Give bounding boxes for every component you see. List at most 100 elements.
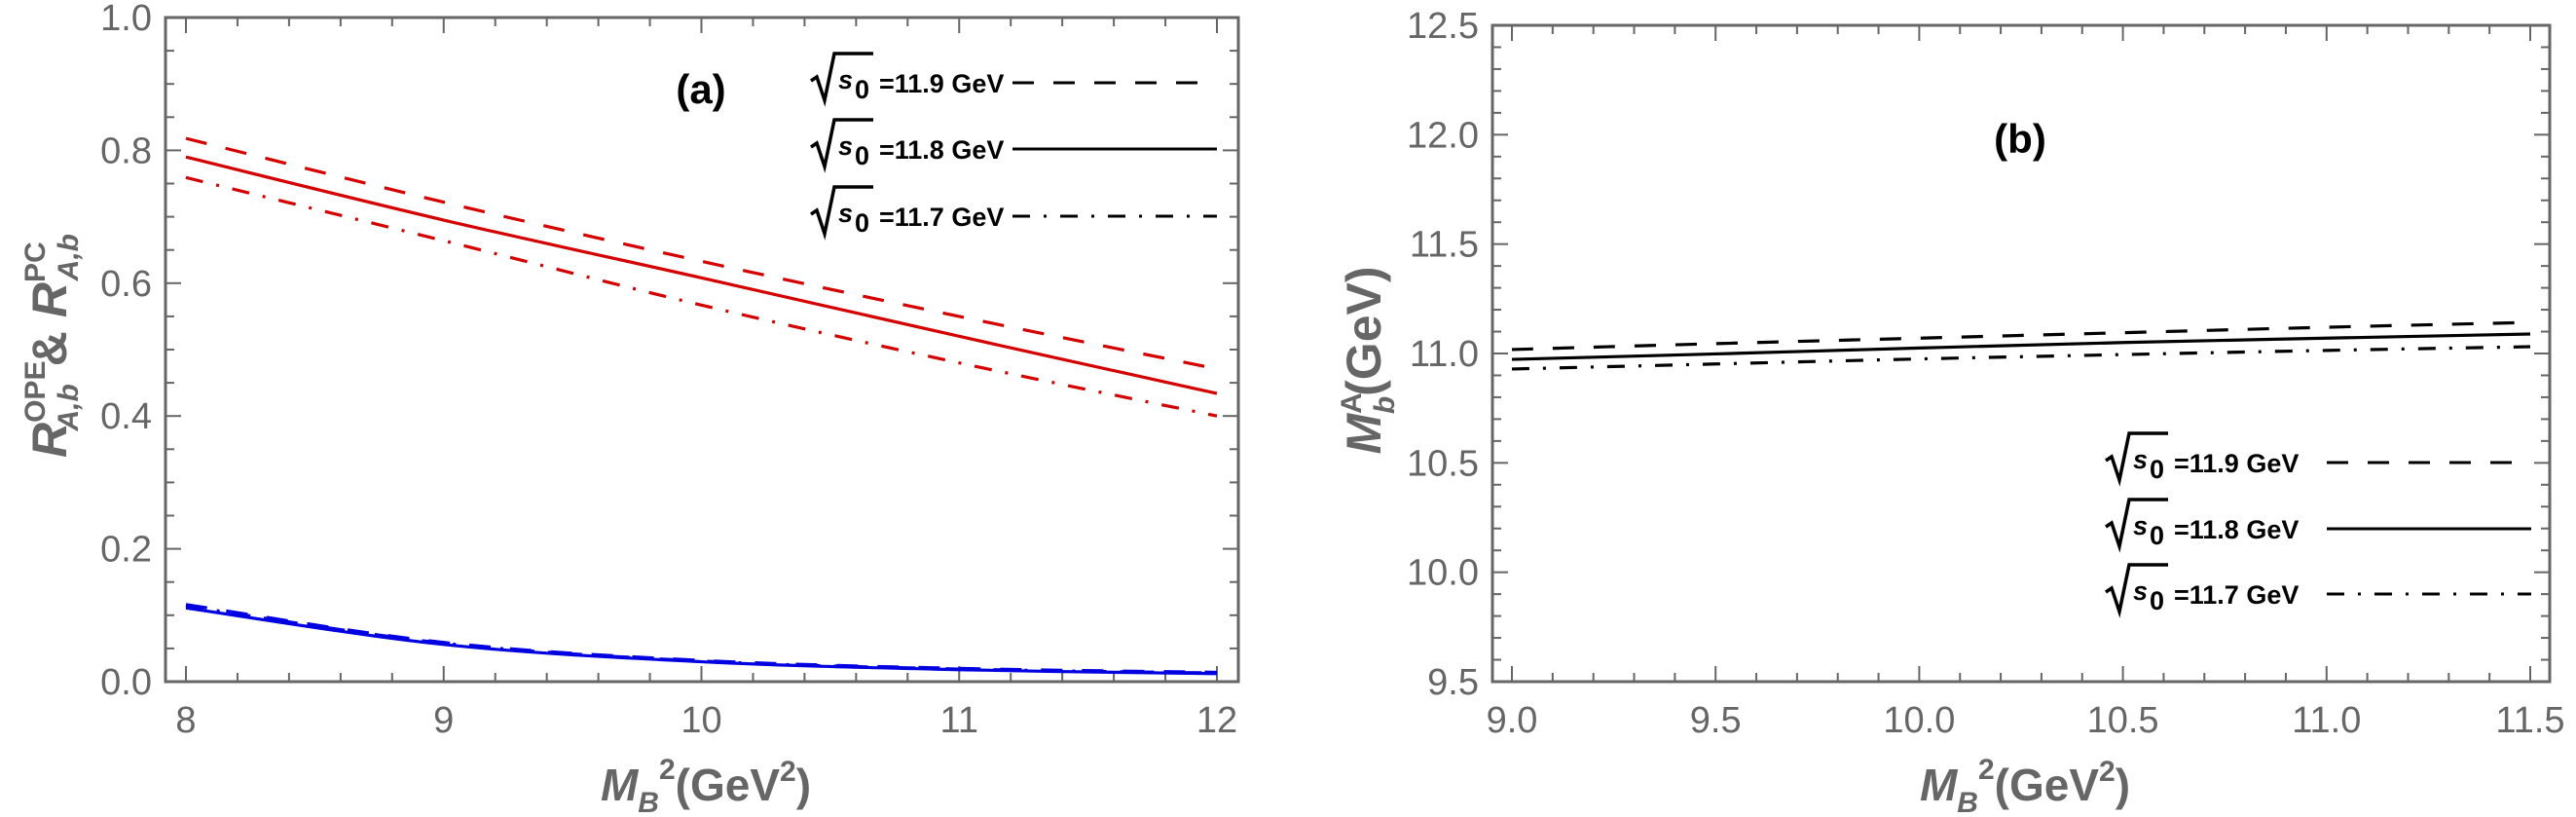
y-title-sup: A [1336,392,1368,414]
axis-ticks-b: 9.0 9.5 10.0 10.5 11.0 11.59.510.010.511.011.… [1407,6,2565,741]
x-tick-label: 9.5 [1690,700,1742,741]
y-tick-label: 9.5 [1427,662,1479,703]
y-title-amp: & [22,331,77,366]
panel-label-a: (a) [676,66,725,112]
x-title-sup: 2 [659,754,676,786]
y-tick-label: 10.0 [1407,553,1479,594]
y-title-r1-sub: A,b [53,384,85,431]
y-tick-label: 11.5 [1410,225,1479,266]
x-tick-label: 9 [433,700,454,741]
legend-variable: s [2133,511,2148,540]
legend-item: s 0 =11.7 GeV [810,185,1217,241]
legend-label: =11.7 GeV [879,203,1004,232]
x-tick-label: 10 [681,700,721,741]
axis-ticks-a: 8 9 10 11 12 0.0 0.2 0.4 0.6 0.8 1.0 [100,0,1238,741]
sqrt-symbol [810,118,873,173]
y-tick-label: 0.0 [100,662,152,703]
sqrt-symbol [2105,563,2168,618]
x-title-main: M [601,760,640,810]
legend-variable: s [838,65,853,94]
y-title-r1: R [22,423,77,458]
sqrt-symbol [2105,498,2168,553]
x-title-unit-sup: 2 [780,756,796,788]
legend-item: s 0 =11.9 GeV [810,52,1217,107]
x-title-unit-sup: 2 [2099,756,2116,788]
legend-label: =11.8 GeV [879,135,1004,165]
x-tick-label: 10.5 [2087,700,2159,741]
legend-label: =11.7 GeV [2174,580,2299,610]
x-tick-label: 10.0 [1883,700,1955,741]
y-axis-title-a: ROPEA,b&RPCA,b [19,234,85,458]
x-title-close: ) [796,760,811,810]
legend-item: s 0 =11.8 GeV [810,118,1217,173]
legend-variable: s [838,131,853,161]
y-tick-label: 0.8 [100,130,152,171]
legend-label: =11.9 GeV [2174,449,2299,478]
legend-label: =11.9 GeV [879,69,1004,98]
y-title-main: M [1337,413,1391,455]
legend-variable-sub: 0 [855,141,869,170]
y-tick-label: 10.5 [1407,443,1479,484]
x-title-sub: B [1957,787,1978,817]
legend-item: s 0 =11.7 GeV [2105,563,2531,618]
y-tick-label: 0.2 [100,530,152,571]
sqrt-symbol [810,52,873,107]
legend-variable-sub: 0 [2150,586,2164,615]
plot-frame-a [164,16,1240,684]
series-line-dashdot [185,604,1218,675]
series-line-dashed [185,136,1218,371]
x-tick-label: 9.0 [1487,700,1538,741]
y-title-unit: (GeV) [1337,266,1391,395]
panel-label-b: (b) [1994,116,2046,162]
sqrt-symbol [810,185,873,241]
y-title-r2-sup: PC [19,241,52,282]
series-line-solid [1511,332,2531,361]
legend-variable-sub: 0 [2150,455,2164,484]
x-title-sub: B [638,787,659,817]
y-tick-label: 12.5 [1407,6,1479,47]
y-title-r2-sub: A,b [53,234,85,281]
x-tick-label: 12 [1196,700,1237,741]
x-title-unit: (GeV [676,760,781,810]
x-tick-label: 11.0 [2292,700,2361,741]
y-title-r1-sup: OPE [19,361,52,423]
x-title-sup: 2 [1978,754,1995,786]
panel-a: 8 9 10 11 120.00.20.40.60.81.0 (a) s 0 =11.9 G… [19,0,1240,817]
y-tick-label: 0.4 [100,396,152,437]
y-axis-title-b: MAb(GeV) [1336,266,1401,454]
series-line-dashed [1511,320,2531,352]
y-tick-label: 1.0 [100,0,152,39]
legend-variable-sub: 0 [855,75,869,104]
x-axis-title-a: MB2(GeV2) [601,754,811,817]
legend-item: s 0 =11.9 GeV [2105,431,2531,487]
legend-label: =11.8 GeV [2174,515,2299,544]
y-tick-label: 12.0 [1407,115,1479,156]
sqrt-symbol [2105,431,2168,487]
panel-b: 9.0 9.5 10.0 10.5 11.0 11.59.510.010.511.011.… [1336,6,2565,817]
x-tick-label: 8 [175,700,196,741]
legend-variable: s [2133,445,2148,474]
x-tick-label: 11 [940,700,978,741]
x-axis-title-b: MB2(GeV2) [1920,754,2130,817]
series-line-solid [185,606,1218,676]
x-title-main: M [1920,760,1959,810]
legend-variable: s [2133,576,2148,606]
x-title-unit: (GeV [1995,760,2100,810]
series-line-solid [185,155,1218,395]
y-title-sub: b [1369,396,1401,414]
series-group-b [1511,320,2531,371]
x-tick-label: 11.5 [2495,700,2564,741]
legend-variable-sub: 0 [2150,521,2164,550]
series-line-dashdot [185,175,1218,418]
y-tick-label: 0.6 [100,264,152,305]
legend-variable: s [838,199,853,228]
series-group-a [185,136,1218,676]
y-tick-label: 11.0 [1410,334,1479,375]
legend-item: s 0 =11.8 GeV [2105,498,2531,553]
legend-variable-sub: 0 [855,208,869,238]
y-title-r2: R [22,282,77,317]
x-title-close: ) [2116,760,2130,810]
